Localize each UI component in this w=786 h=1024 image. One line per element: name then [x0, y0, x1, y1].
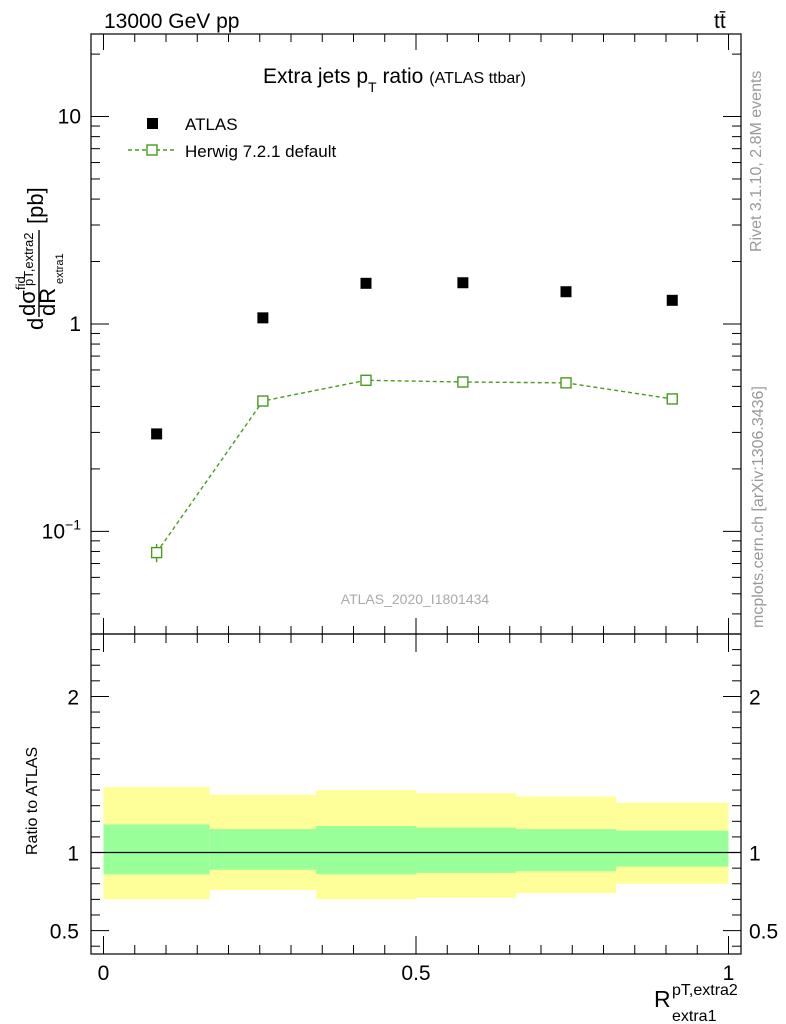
ratio-ticks: 0.5 0.5 1 1 2 2 0 0.5 1 — [50, 634, 778, 985]
atlas-point — [360, 277, 372, 289]
ylabel-unit: [pb] — [23, 187, 48, 224]
ratio-band-inner — [316, 826, 416, 875]
ratio-xtick-label: 1 — [723, 962, 735, 985]
atlas-point — [257, 312, 269, 324]
herwig-point — [150, 546, 163, 559]
main-panel: 10−1 1 10 Extra jets pT ratio (ATLAS ttbar)… — [13, 33, 742, 635]
ylabel-dR: dR — [35, 288, 60, 316]
legend-atlas-label: ATLAS — [185, 115, 238, 134]
rivet-label: Rivet 3.1.10, 2.8M events — [748, 71, 765, 252]
ratio-panel: 0.5 0.5 1 1 2 2 0 0.5 1 Ratio to ATLAS RpT,extra… — [24, 633, 778, 1024]
ratio-band-inner — [209, 829, 316, 870]
ratio-ytick-label-left: 0.5 — [50, 921, 79, 944]
atlas-point — [151, 428, 163, 440]
ratio-bands — [91, 786, 741, 900]
ratio-ylabel: Ratio to ATLAS — [24, 747, 41, 855]
herwig-line — [156, 379, 673, 553]
ratio-band-inner — [616, 830, 729, 867]
ylabel-pt-sup: pT,extra2 — [21, 233, 36, 286]
herwig-point — [666, 393, 678, 405]
atlas-point — [666, 294, 678, 306]
legend-herwig-label: Herwig 7.2.1 default — [185, 142, 336, 161]
ratio-ytick-label-right: 2 — [749, 686, 761, 709]
atlas-point — [560, 286, 572, 298]
ratio-xtick-label: 0.5 — [401, 962, 430, 985]
header-process: tt̄ — [714, 10, 726, 33]
main-ytick-label: 1 — [69, 313, 81, 336]
mcplots-label: mcplots.cern.ch [arXiv:1306.3436] — [750, 386, 767, 628]
main-series — [150, 277, 678, 563]
ratio-ytick-label-left: 2 — [67, 686, 79, 709]
main-ylabel: d dσ fid dR pT,extra2 extra1 [pb] — [13, 187, 66, 330]
ratio-band-inner — [416, 827, 516, 873]
ylabel-extra1-sub: extra1 — [54, 253, 66, 284]
ratio-band-inner — [516, 829, 616, 872]
legend-herwig-marker — [146, 144, 158, 156]
ratio-band-inner — [103, 824, 210, 875]
main-ticks: 10−1 1 10 — [42, 34, 741, 634]
analysis-watermark: ATLAS_2020_I1801434 — [341, 591, 490, 607]
atlas-point — [457, 277, 469, 289]
main-ytick-label: 10 — [58, 106, 81, 129]
herwig-point — [560, 377, 572, 389]
herwig-point — [257, 395, 269, 407]
ylabel-sigma: dσ — [15, 290, 40, 316]
ylabel-d: d — [23, 318, 48, 330]
ratio-ytick-label-right: 1 — [749, 843, 761, 866]
main-ytick-label: 10−1 — [42, 516, 82, 543]
ratio-xtick-label: 0 — [98, 962, 110, 985]
main-title: Extra jets pT ratio (ATLAS ttbar) — [263, 65, 526, 95]
ratio-ytick-label-right: 0.5 — [749, 921, 778, 944]
ratio-ytick-label-left: 1 — [67, 843, 79, 866]
ylabel-fid: fid — [13, 276, 28, 290]
xlabel: RpT,extra2 extra1 — [654, 982, 738, 1024]
legend-atlas-marker — [147, 118, 158, 129]
header-energy: 13000 GeV pp — [104, 10, 239, 33]
legend: ATLAS Herwig 7.2.1 default — [128, 115, 336, 161]
herwig-point — [360, 374, 372, 386]
herwig-point — [457, 376, 469, 388]
